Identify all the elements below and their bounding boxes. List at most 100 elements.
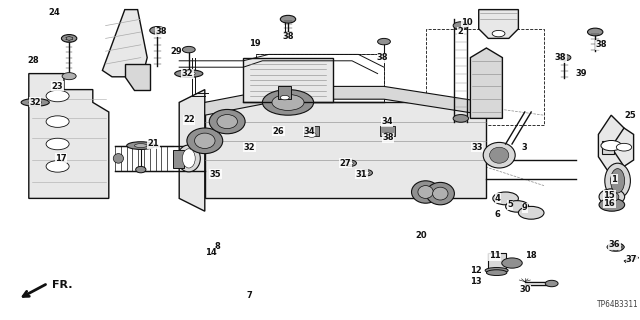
Ellipse shape <box>280 15 296 23</box>
Polygon shape <box>278 86 291 99</box>
Text: 32: 32 <box>29 98 41 107</box>
Text: 30: 30 <box>519 285 531 294</box>
Ellipse shape <box>209 109 245 134</box>
Ellipse shape <box>601 140 621 151</box>
Text: 11: 11 <box>489 252 500 260</box>
Text: 38: 38 <box>555 53 566 62</box>
Text: 17: 17 <box>55 154 67 163</box>
Ellipse shape <box>150 27 165 34</box>
Polygon shape <box>470 48 502 118</box>
Text: 34: 34 <box>381 117 393 126</box>
Bar <box>256 54 384 141</box>
Text: 23: 23 <box>52 82 63 91</box>
Ellipse shape <box>61 35 77 42</box>
Text: 27: 27 <box>340 159 351 168</box>
Text: 29: 29 <box>170 47 182 56</box>
Polygon shape <box>602 141 614 154</box>
Text: FR.: FR. <box>52 280 73 291</box>
Text: 28: 28 <box>28 56 39 65</box>
Ellipse shape <box>611 249 614 251</box>
Text: 35: 35 <box>210 170 221 179</box>
Ellipse shape <box>611 243 614 245</box>
Text: 8: 8 <box>215 242 220 251</box>
Text: 12: 12 <box>470 266 481 275</box>
Ellipse shape <box>490 147 509 163</box>
Text: 21: 21 <box>148 140 159 148</box>
Text: 36: 36 <box>609 240 620 249</box>
Polygon shape <box>102 10 147 77</box>
Ellipse shape <box>21 99 49 106</box>
Ellipse shape <box>611 169 625 193</box>
Ellipse shape <box>127 142 155 149</box>
Ellipse shape <box>175 70 203 77</box>
Polygon shape <box>179 90 205 211</box>
Ellipse shape <box>62 73 76 80</box>
Text: 37: 37 <box>626 255 637 264</box>
Ellipse shape <box>545 280 558 287</box>
Ellipse shape <box>378 38 390 45</box>
Ellipse shape <box>493 192 518 205</box>
Ellipse shape <box>558 54 571 61</box>
Ellipse shape <box>502 258 522 268</box>
Text: 20: 20 <box>415 231 427 240</box>
Polygon shape <box>624 256 639 263</box>
Text: 4: 4 <box>495 194 501 203</box>
Ellipse shape <box>113 154 124 163</box>
Ellipse shape <box>46 116 69 127</box>
Ellipse shape <box>347 162 353 165</box>
Ellipse shape <box>46 90 69 102</box>
Text: 3: 3 <box>522 143 527 152</box>
Ellipse shape <box>46 161 69 172</box>
Ellipse shape <box>433 187 448 200</box>
Text: 16: 16 <box>604 199 615 208</box>
Text: 13: 13 <box>470 277 481 286</box>
Ellipse shape <box>182 72 195 76</box>
Ellipse shape <box>182 46 195 53</box>
Ellipse shape <box>344 160 356 166</box>
Text: 25: 25 <box>625 111 636 120</box>
Ellipse shape <box>607 243 624 251</box>
Polygon shape <box>479 10 518 38</box>
Text: 22: 22 <box>183 116 195 124</box>
Bar <box>256 54 384 141</box>
Ellipse shape <box>588 28 603 36</box>
Text: 38: 38 <box>156 28 167 36</box>
Text: 6: 6 <box>495 210 501 219</box>
Text: 31: 31 <box>356 170 367 179</box>
Ellipse shape <box>483 142 515 168</box>
Ellipse shape <box>485 268 508 273</box>
Ellipse shape <box>195 133 215 148</box>
Polygon shape <box>304 126 319 136</box>
Text: 38: 38 <box>282 32 294 41</box>
Text: 5: 5 <box>507 200 513 209</box>
Text: 38: 38 <box>596 40 607 49</box>
Polygon shape <box>598 115 624 176</box>
Polygon shape <box>125 64 150 90</box>
Text: TP64B3311: TP64B3311 <box>597 300 639 309</box>
Text: 7: 7 <box>247 292 252 300</box>
Ellipse shape <box>607 246 611 248</box>
Ellipse shape <box>182 149 195 168</box>
Text: 32: 32 <box>244 143 255 152</box>
Ellipse shape <box>492 30 505 37</box>
Ellipse shape <box>605 163 630 198</box>
Ellipse shape <box>383 133 392 137</box>
Text: 38: 38 <box>382 133 394 142</box>
Ellipse shape <box>363 171 369 174</box>
Ellipse shape <box>453 115 468 122</box>
Ellipse shape <box>46 138 69 150</box>
Text: 24: 24 <box>49 8 60 17</box>
Ellipse shape <box>29 100 42 104</box>
Ellipse shape <box>426 182 454 205</box>
Bar <box>426 29 544 125</box>
Polygon shape <box>205 86 486 115</box>
Text: 2: 2 <box>458 28 464 36</box>
Ellipse shape <box>506 201 529 212</box>
Ellipse shape <box>134 144 147 148</box>
Ellipse shape <box>486 270 507 276</box>
Ellipse shape <box>187 128 223 154</box>
Ellipse shape <box>621 246 625 248</box>
Bar <box>173 150 184 168</box>
Text: 39: 39 <box>575 69 587 78</box>
Ellipse shape <box>616 143 632 151</box>
